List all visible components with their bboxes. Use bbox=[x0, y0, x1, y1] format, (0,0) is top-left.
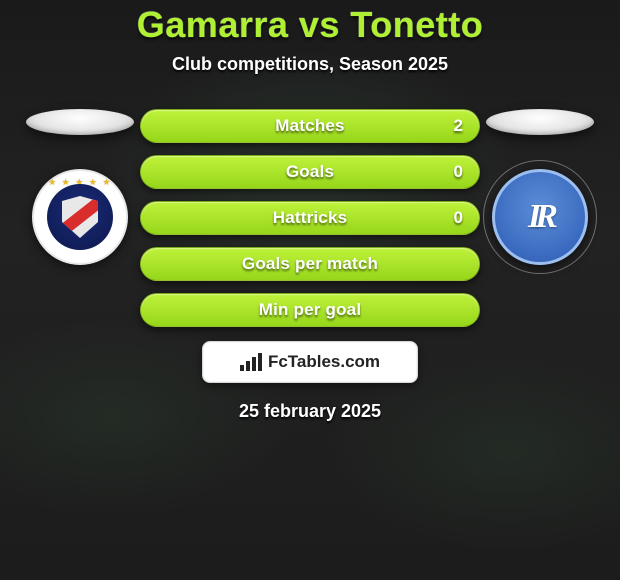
stat-row-min-per-goal: Min per goal bbox=[140, 293, 480, 327]
season-subtitle: Club competitions, Season 2025 bbox=[172, 54, 448, 75]
stat-value: 0 bbox=[454, 208, 463, 228]
stat-label: Hattricks bbox=[273, 208, 348, 228]
stats-column: Matches 2 Goals 0 Hattricks 0 Goals per … bbox=[140, 109, 480, 327]
stat-row-hattricks: Hattricks 0 bbox=[140, 201, 480, 235]
comparison-card: Gamarra vs Tonetto Club competitions, Se… bbox=[0, 0, 620, 580]
right-badge-monogram-icon: IR bbox=[528, 198, 552, 236]
left-team-badge: ★ ★ ★ ★ ★ bbox=[32, 169, 128, 265]
stat-row-goals-per-match: Goals per match bbox=[140, 247, 480, 281]
left-player-ellipse bbox=[26, 109, 134, 135]
stat-label: Goals per match bbox=[242, 254, 378, 274]
left-badge-inner bbox=[47, 184, 113, 250]
bar-chart-icon bbox=[240, 353, 262, 371]
right-side: IR bbox=[480, 109, 600, 265]
left-side: ★ ★ ★ ★ ★ bbox=[20, 109, 140, 265]
stat-label: Min per goal bbox=[259, 300, 362, 320]
page-title: Gamarra vs Tonetto bbox=[137, 4, 483, 46]
stat-row-matches: Matches 2 bbox=[140, 109, 480, 143]
brand-attribution[interactable]: FcTables.com bbox=[202, 341, 418, 383]
right-team-badge: IR bbox=[492, 169, 588, 265]
right-badge-inner: IR bbox=[514, 191, 566, 243]
right-player-ellipse bbox=[486, 109, 594, 135]
stat-value: 2 bbox=[454, 116, 463, 136]
left-badge-stripe-icon bbox=[53, 194, 108, 240]
stat-row-goals: Goals 0 bbox=[140, 155, 480, 189]
left-badge-shield-icon bbox=[62, 196, 98, 238]
stat-value: 0 bbox=[454, 162, 463, 182]
date-line: 25 february 2025 bbox=[239, 401, 381, 422]
main-row: ★ ★ ★ ★ ★ Matches 2 Goals 0 Hattricks 0 bbox=[0, 109, 620, 327]
brand-text: FcTables.com bbox=[268, 352, 380, 372]
stat-label: Matches bbox=[275, 116, 344, 136]
stat-label: Goals bbox=[286, 162, 334, 182]
